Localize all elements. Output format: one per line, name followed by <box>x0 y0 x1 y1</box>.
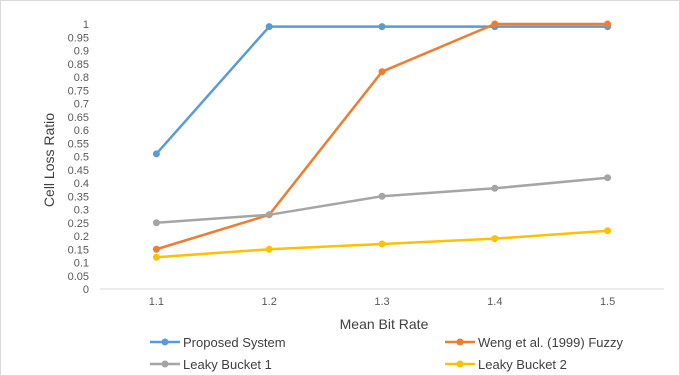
legend-label: Proposed System <box>183 335 286 350</box>
y-tick-label: 0.65 <box>68 112 89 124</box>
y-tick-label: 0.85 <box>68 59 89 71</box>
data-point <box>604 20 612 28</box>
data-point <box>152 150 160 158</box>
y-tick-label: 0.55 <box>68 138 89 150</box>
data-point <box>604 227 612 235</box>
data-point <box>491 20 499 28</box>
legend-item: Leaky Bucket 2 <box>445 357 567 372</box>
data-point <box>604 174 612 182</box>
y-tick-label: 0.25 <box>68 218 89 230</box>
data-point <box>152 253 160 261</box>
legend-item: Proposed System <box>150 335 286 350</box>
y-tick-label: 1 <box>83 19 89 31</box>
legend-swatch-marker <box>161 360 169 368</box>
legend-label: Weng et al. (1999) Fuzzy <box>478 335 623 350</box>
data-point <box>265 211 273 219</box>
x-tick-label: 1.5 <box>600 296 615 308</box>
data-point <box>152 219 160 227</box>
y-axis-title: Cell Loss Ratio <box>41 113 57 207</box>
y-tick-label: 0.75 <box>68 85 89 97</box>
data-point <box>378 68 386 76</box>
y-tick-label: 0.8 <box>74 72 89 84</box>
legend-item: Leaky Bucket 1 <box>150 357 272 372</box>
data-point <box>378 23 386 31</box>
x-tick-label: 1.3 <box>374 296 389 308</box>
data-point <box>491 184 499 192</box>
y-tick-label: 0.9 <box>74 46 89 58</box>
series-3 <box>152 227 612 261</box>
y-tick-label: 0.3 <box>74 205 89 217</box>
y-tick-label: 0.35 <box>68 191 89 203</box>
y-tick-labels: 00.050.1 0.150.20.250.3 0.350.40.450.5 0.55… <box>68 19 89 296</box>
y-tick-label: 0.5 <box>74 152 89 164</box>
legend-swatch-marker <box>161 338 169 346</box>
legend-label: Leaky Bucket 1 <box>183 357 272 372</box>
y-tick-label: 0.45 <box>68 165 89 177</box>
y-tick-label: 0.6 <box>74 125 89 137</box>
y-tick-label: 0.4 <box>74 178 89 190</box>
x-axis-title: Mean Bit Rate <box>340 316 429 332</box>
y-tick-label: 0.1 <box>74 258 89 270</box>
legend-item: Weng et al. (1999) Fuzzy <box>445 335 623 350</box>
data-point <box>265 245 273 253</box>
data-point <box>378 240 386 248</box>
x-tick-label: 1.4 <box>487 296 502 308</box>
series-2 <box>152 174 612 227</box>
y-tick-label: 0.95 <box>68 32 89 44</box>
data-point <box>265 23 273 31</box>
legend-swatch-marker <box>456 360 464 368</box>
legend-swatch-marker <box>456 338 464 346</box>
y-tick-label: 0 <box>83 284 89 296</box>
data-point <box>152 245 160 253</box>
y-tick-label: 0.05 <box>68 271 89 283</box>
y-tick-label: 0.7 <box>74 99 89 111</box>
legend-label: Leaky Bucket 2 <box>478 357 567 372</box>
y-tick-label: 0.15 <box>68 244 89 256</box>
legend: Proposed System Weng et al. (1999) Fuzzy L… <box>150 335 623 372</box>
data-point <box>378 192 386 200</box>
x-tick-labels: 1.1 1.2 1.3 1.4 1.5 <box>149 296 615 308</box>
x-tick-label: 1.1 <box>149 296 164 308</box>
series-layer <box>152 20 612 261</box>
y-tick-label: 0.2 <box>74 231 89 243</box>
data-point <box>491 235 499 243</box>
x-tick-label: 1.2 <box>262 296 277 308</box>
